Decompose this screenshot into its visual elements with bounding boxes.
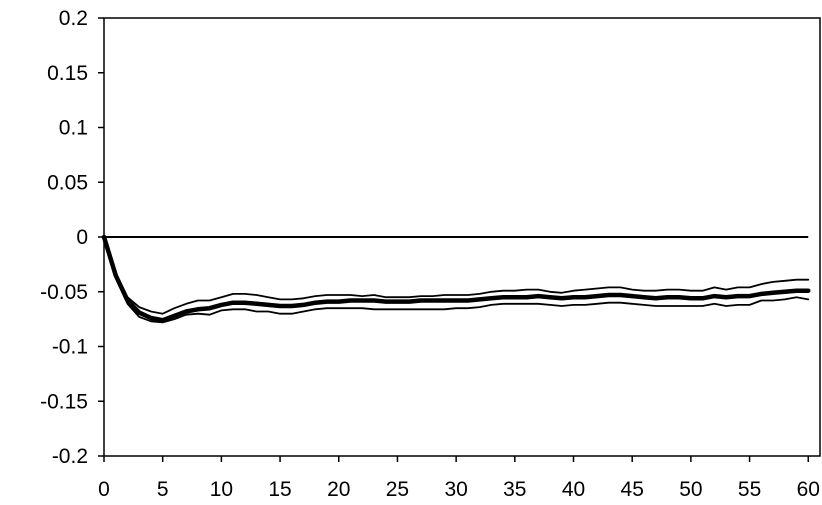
y-tick-label: -0.1 [52, 336, 88, 359]
series-line-upper-band [103, 236, 810, 315]
x-tick-label: 10 [210, 478, 233, 501]
x-tick-label: 55 [738, 478, 761, 501]
series-line-lower-band [103, 236, 810, 324]
x-tick-label: 0 [98, 478, 110, 501]
x-tick-label: 45 [621, 478, 644, 501]
x-tick-label: 15 [268, 478, 291, 501]
x-tick-label: 5 [157, 478, 169, 501]
x-axis: 0 5 10 15 20 25 30 35 40 45 50 55 60 [98, 456, 820, 501]
y-tick-label: -0.15 [40, 390, 88, 413]
y-tick-label: 0.15 [47, 62, 88, 85]
x-tick-label: 35 [503, 478, 526, 501]
y-tick-label: 0.2 [59, 7, 88, 30]
series-line-central [101, 234, 811, 323]
y-tick-label: -0.05 [40, 281, 88, 304]
y-tick-label: 0 [76, 226, 88, 249]
x-tick-label: 20 [327, 478, 350, 501]
y-tick-label: 0.1 [59, 117, 88, 140]
y-tick-label: -0.2 [52, 445, 88, 468]
x-tick-label: 25 [386, 478, 409, 501]
x-tick-label: 30 [444, 478, 467, 501]
y-axis: 0.2 0.15 0.1 0.05 0 -0.05 -0.1 -0.15 -0.2 [40, 7, 104, 468]
x-tick-label: 40 [562, 478, 585, 501]
y-tick-label: 0.05 [47, 171, 88, 194]
x-tick-label: 50 [679, 478, 702, 501]
x-tick-label: 60 [797, 478, 820, 501]
series-group [101, 234, 811, 324]
